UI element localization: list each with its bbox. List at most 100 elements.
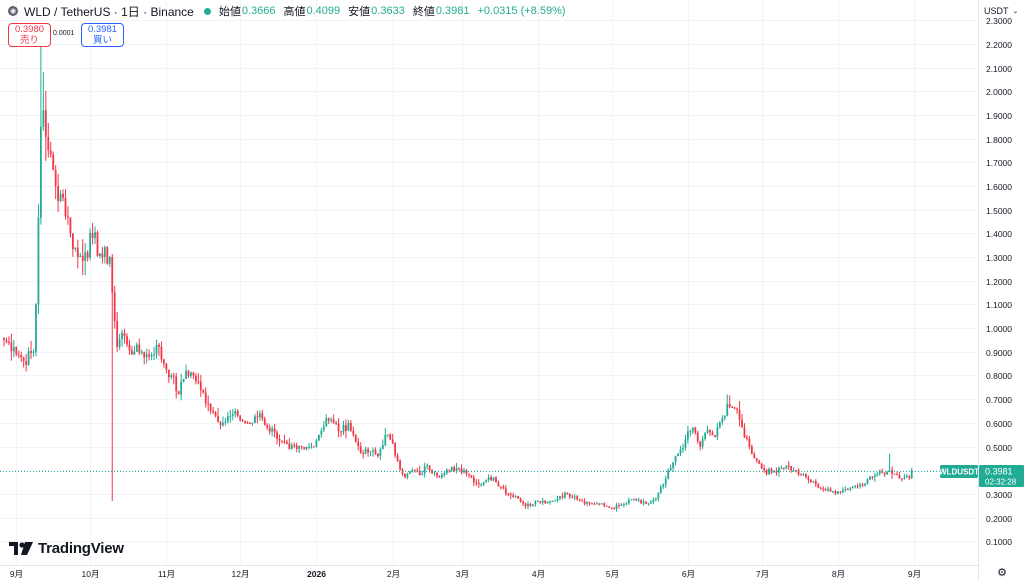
candle-body (453, 467, 456, 472)
candle-body (682, 447, 684, 450)
symbol-title[interactable]: WLD / TetherUS · 1日 · Binance (24, 4, 194, 19)
candle-body (613, 508, 615, 510)
candle-body (281, 440, 283, 442)
sell-button[interactable]: 0.3980 売り (8, 23, 51, 47)
open-label: 始値 (218, 6, 241, 18)
last-price-label: 0.3981 (985, 467, 1013, 477)
candle-body (286, 441, 288, 444)
candle-body (782, 467, 785, 469)
candle-body (755, 458, 758, 461)
symbol-logo-icon[interactable]: ◉ (8, 6, 18, 16)
candle-body (743, 427, 746, 438)
candle-body (219, 422, 222, 426)
candle-body (758, 460, 761, 464)
candle-body (541, 500, 544, 503)
candle-body (445, 469, 448, 474)
candle-body (718, 422, 721, 428)
candle-body (482, 482, 485, 485)
candle-body (81, 255, 84, 261)
gear-icon[interactable]: ⚙ (997, 566, 1007, 579)
candle-body (659, 486, 662, 493)
candle-body (79, 255, 82, 258)
candle-body (298, 445, 301, 449)
low-label: 安値 (348, 6, 371, 18)
candle-body (207, 403, 210, 405)
candle-body (620, 504, 623, 506)
tradingview-logo[interactable]: TradingView (9, 540, 124, 557)
candle-body (549, 501, 552, 503)
candle-body (300, 445, 303, 447)
candle-body (686, 431, 689, 440)
candle-body (404, 474, 406, 478)
candle-body (841, 490, 844, 493)
candle-body (709, 429, 711, 433)
candle-body (500, 486, 502, 488)
candle-body (155, 344, 158, 354)
candle-body (25, 361, 28, 365)
candle-body (527, 503, 529, 507)
candle-body (903, 477, 906, 479)
candle-body (721, 418, 724, 423)
x-tick-label: 6月 (682, 569, 695, 579)
candle-body (212, 410, 214, 413)
market-open-indicator (203, 7, 211, 15)
x-tick-label: 2026 (307, 569, 326, 579)
candle-body (768, 468, 770, 475)
candle-body (512, 495, 515, 498)
candle-body (35, 304, 37, 352)
candle-body (96, 232, 99, 256)
candle-body (381, 445, 384, 450)
candle-body (12, 347, 15, 352)
candle-body (623, 504, 625, 506)
y-tick-label: 1.2000 (986, 277, 1012, 287)
symbol-tag-label: WLDUSDT (939, 468, 979, 477)
candle-body (588, 502, 591, 504)
candle-body (608, 506, 611, 508)
x-tick-label: 9月 (908, 569, 921, 579)
y-tick-label: 0.6000 (986, 419, 1012, 429)
candle-body (394, 443, 397, 456)
candle-body (175, 376, 178, 392)
y-tick-label: 2.3000 (986, 16, 1012, 26)
candle-body (497, 482, 500, 487)
candle-body (121, 332, 123, 340)
candle-body (704, 432, 706, 439)
candle-body (728, 403, 731, 407)
buy-button[interactable]: 0.3981 買い (81, 23, 124, 47)
candle-body (465, 470, 468, 475)
candle-body (249, 422, 251, 424)
candle-body (696, 432, 699, 442)
candle-body (834, 491, 837, 494)
candle-body (504, 488, 507, 494)
candle-body (763, 468, 766, 471)
y-tick-label: 1.9000 (986, 111, 1012, 121)
y-tick-label: 2.1000 (986, 64, 1012, 74)
candle-body (595, 503, 598, 505)
currency-label: USDT (984, 6, 1009, 16)
candle-body (222, 422, 224, 426)
y-tick-label: 0.2000 (986, 514, 1012, 524)
candle-body (888, 470, 891, 472)
candle-body (689, 431, 692, 433)
candle-body (231, 414, 234, 416)
candle-body (829, 488, 832, 492)
candle-body (559, 496, 561, 499)
x-tick-label: 8月 (832, 569, 845, 579)
candle-body (352, 430, 355, 435)
candle-body (335, 422, 337, 424)
candle-body (778, 467, 780, 473)
candle-body (369, 451, 372, 453)
candle-body (605, 505, 608, 507)
y-tick-label: 1.6000 (986, 182, 1012, 192)
candle-body (844, 489, 847, 491)
candle-body (731, 406, 734, 408)
currency-selector[interactable]: USDT ⌄ (978, 0, 1024, 22)
candle-body (583, 501, 586, 504)
candle-body (514, 496, 517, 498)
candle-body (647, 503, 650, 505)
candle-body (856, 485, 859, 487)
candle-body (423, 466, 426, 474)
sell-label: 売り (19, 35, 39, 46)
